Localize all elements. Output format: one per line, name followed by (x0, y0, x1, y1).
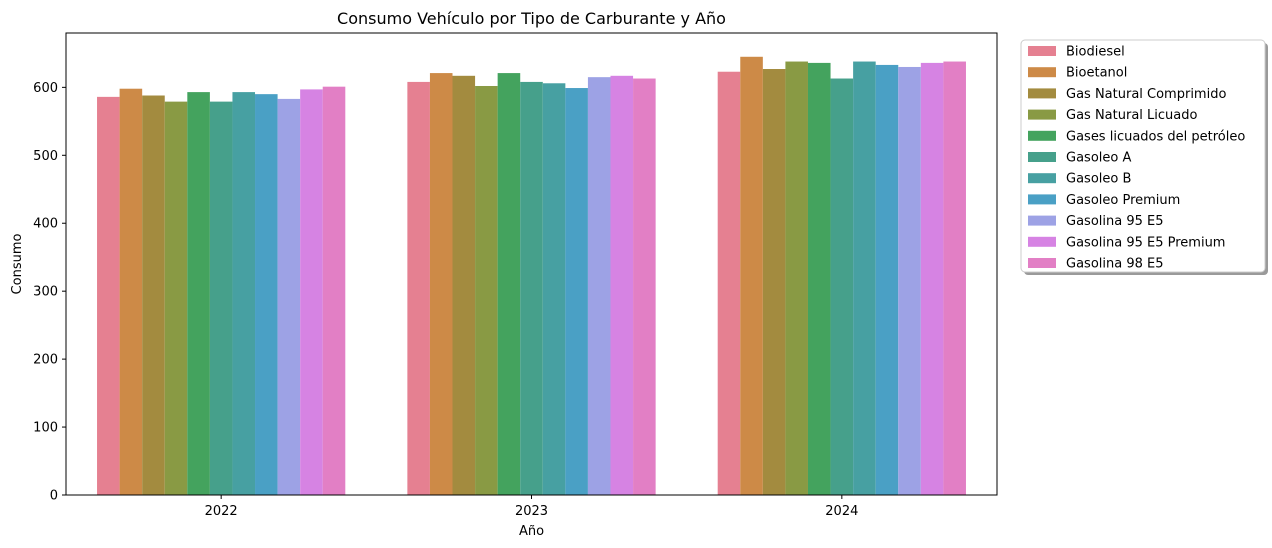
legend: Biodiesel Bioetanol Gas Natural Comprimido… (1020, 39, 1268, 275)
bar-2024-7 (875, 64, 899, 496)
x-tick-label: 2022 (205, 504, 238, 519)
legend-label: Gases licuados del petróleo (1066, 129, 1245, 144)
x-axis-label: Año (519, 524, 544, 539)
legend-label: Gas Natural Licuado (1066, 108, 1197, 123)
y-tick-label: 200 (33, 353, 58, 368)
y-tick-label: 500 (33, 149, 58, 164)
bar-2024-1 (740, 56, 763, 495)
x-axis: 2022 2023 2024 (205, 495, 858, 519)
bar-2024-9 (920, 62, 944, 496)
chart-title: Consumo Vehículo por Tipo de Carburante … (337, 9, 726, 28)
legend-swatch (1028, 215, 1056, 226)
legend-label: Gasoleo B (1066, 172, 1131, 187)
bar-2022-6 (232, 92, 256, 495)
bar-2023-4 (497, 73, 521, 495)
bar-2024-3 (785, 61, 808, 496)
legend-label: Gasoleo A (1066, 151, 1131, 166)
bar-2024-10 (943, 61, 966, 496)
legend-swatch (1028, 67, 1056, 78)
bar-2024-5 (830, 78, 854, 495)
y-tick-label: 600 (33, 81, 58, 96)
y-tick-label: 100 (33, 421, 58, 436)
bar-2022-1 (119, 88, 143, 495)
x-tick-label: 2023 (515, 504, 548, 519)
y-tick-label: 0 (50, 489, 58, 504)
legend-box (1020, 39, 1266, 273)
legend-swatch (1028, 152, 1056, 162)
bar-2023-7 (565, 88, 588, 496)
y-axis-label: Consumo (10, 234, 25, 295)
bar-2024-2 (762, 69, 786, 496)
bar-2022-7 (255, 94, 278, 495)
legend-swatch (1028, 109, 1056, 120)
legend-swatch (1028, 173, 1056, 184)
bar-2023-9 (610, 75, 634, 495)
bar-2022-9 (300, 89, 323, 495)
legend-swatch (1028, 130, 1056, 141)
legend-swatch (1028, 88, 1056, 99)
legend-label: Biodiesel (1066, 45, 1125, 60)
bar-2024-4 (807, 62, 831, 496)
bar-2022-4 (187, 92, 210, 495)
legend-label: Gasolina 98 E5 (1066, 257, 1164, 272)
bar-2023-3 (475, 85, 498, 496)
legend-label: Gasolina 95 E5 Premium (1066, 235, 1225, 250)
y-tick-label: 300 (33, 285, 58, 300)
bar-2024-6 (853, 61, 876, 496)
legend-label: Bioetanol (1066, 66, 1127, 81)
bar-2022-0 (97, 96, 120, 495)
bar-2023-8 (587, 77, 611, 495)
bar-2024-8 (898, 66, 921, 496)
bar-2022-8 (277, 98, 301, 495)
legend-swatch (1028, 46, 1056, 56)
legend-swatch (1028, 236, 1056, 247)
y-tick-label: 400 (33, 217, 58, 232)
legend-label: Gasoleo Premium (1066, 193, 1180, 208)
bar-2023-2 (452, 75, 476, 495)
bar-2022-5 (209, 101, 233, 495)
bar-2023-6 (542, 83, 566, 495)
legend-label: Gasolina 95 E5 (1066, 214, 1164, 229)
legend-swatch (1028, 258, 1056, 268)
legend-label: Gas Natural Comprimido (1066, 87, 1226, 102)
bar-2024-0 (717, 71, 741, 495)
bars-group (97, 56, 966, 496)
y-axis: 0 100 200 300 400 500 600 (33, 81, 66, 504)
x-tick-label: 2024 (825, 504, 858, 519)
legend-swatch (1028, 194, 1056, 205)
bar-2023-10 (633, 78, 656, 495)
bar-2023-5 (520, 81, 543, 495)
bar-2023-1 (429, 73, 453, 495)
bar-2023-0 (407, 81, 430, 495)
bar-2022-2 (142, 95, 165, 495)
bar-2022-10 (322, 86, 346, 496)
bar-2022-3 (164, 101, 188, 495)
